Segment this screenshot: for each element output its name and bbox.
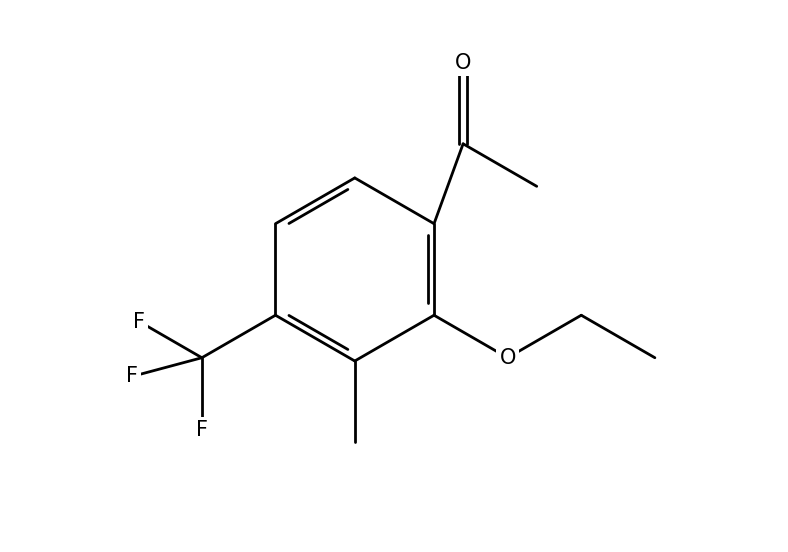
Text: F: F (126, 367, 138, 386)
Text: F: F (196, 420, 208, 440)
Text: O: O (500, 348, 516, 368)
Text: O: O (455, 53, 471, 73)
Text: F: F (133, 312, 145, 332)
